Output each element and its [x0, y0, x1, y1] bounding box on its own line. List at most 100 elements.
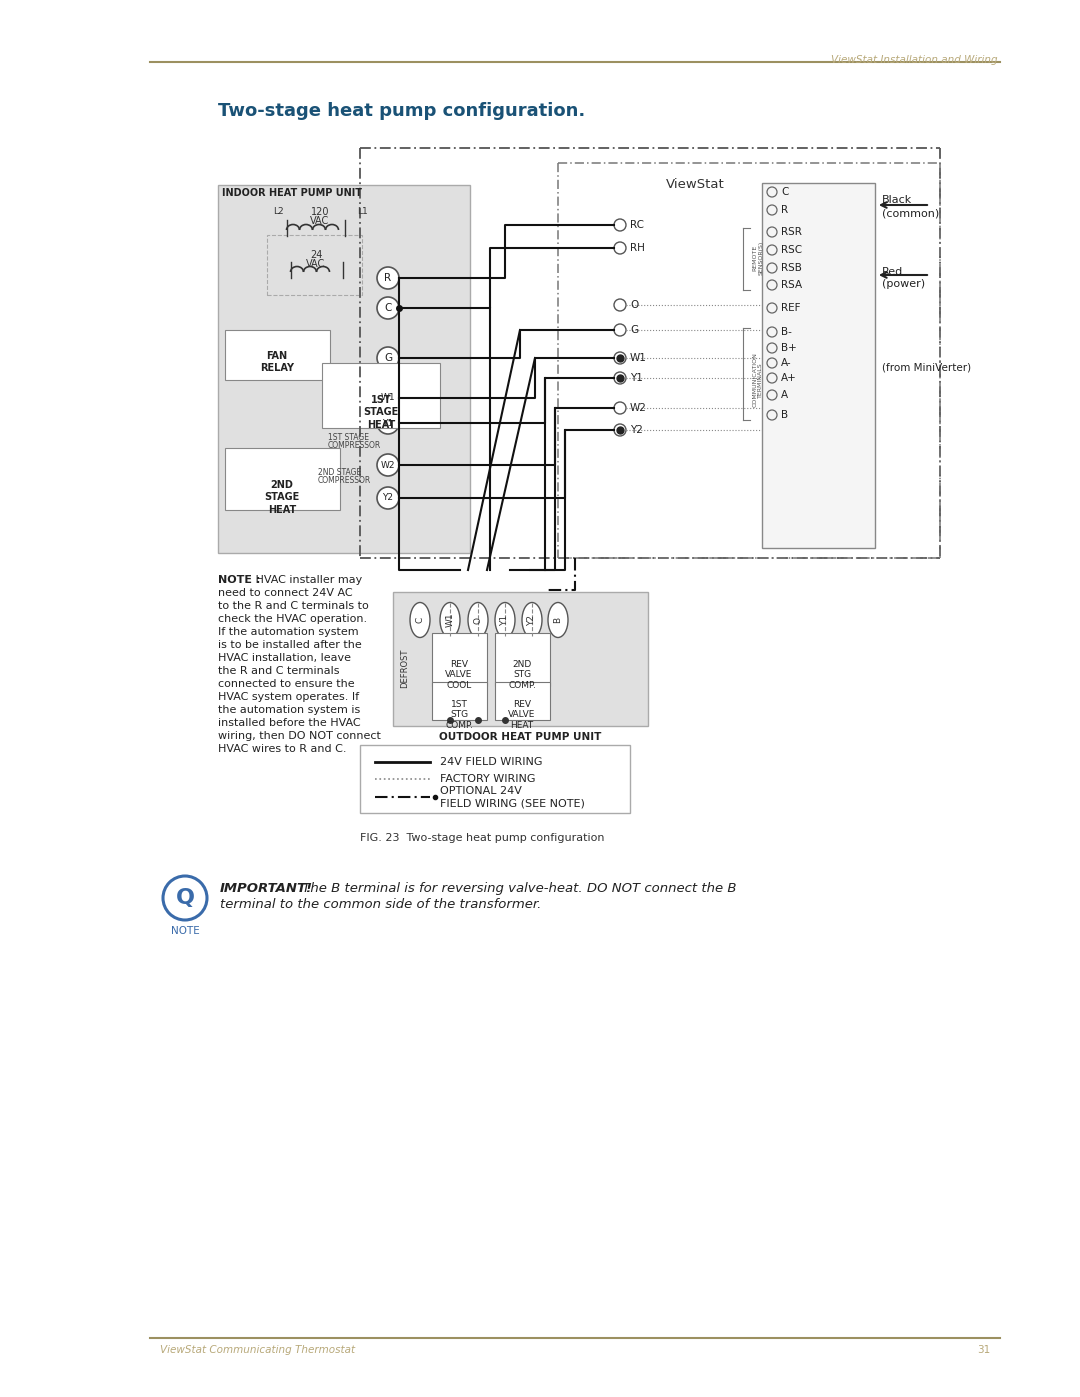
Text: OPTIONAL 24V
FIELD WIRING (SEE NOTE): OPTIONAL 24V FIELD WIRING (SEE NOTE)	[440, 785, 585, 809]
Text: NOTE :: NOTE :	[218, 576, 260, 585]
Bar	[360, 745, 630, 813]
Text: If the automation system: If the automation system	[218, 627, 359, 637]
Text: REV
VALVE
HEAT: REV VALVE HEAT	[509, 700, 536, 729]
Text: ViewStat: ViewStat	[665, 177, 725, 191]
Circle shape	[377, 387, 399, 409]
Text: HVAC system operates. If: HVAC system operates. If	[218, 692, 360, 703]
Text: REV
VALVE
COOL: REV VALVE COOL	[445, 659, 473, 690]
Circle shape	[615, 352, 626, 365]
Circle shape	[377, 412, 399, 434]
Text: W2: W2	[381, 461, 395, 469]
Ellipse shape	[440, 602, 460, 637]
Text: A+: A+	[781, 373, 797, 383]
Bar	[225, 330, 330, 380]
Text: Black: Black	[882, 196, 913, 205]
Text: O: O	[630, 300, 638, 310]
Text: Q: Q	[175, 888, 194, 908]
Text: Y2: Y2	[527, 615, 537, 626]
Text: G: G	[630, 326, 638, 335]
Text: 24: 24	[310, 250, 322, 260]
Text: ViewStat Communicating Thermostat: ViewStat Communicating Thermostat	[160, 1345, 355, 1355]
Text: check the HVAC operation.: check the HVAC operation.	[218, 615, 367, 624]
Text: W2: W2	[630, 402, 647, 414]
Text: RH: RH	[630, 243, 645, 253]
Text: wiring, then DO NOT connect: wiring, then DO NOT connect	[218, 731, 381, 740]
Bar	[393, 592, 648, 726]
Text: O: O	[473, 616, 483, 623]
Bar	[267, 235, 362, 295]
Circle shape	[377, 346, 399, 369]
Text: DEFROST: DEFROST	[401, 648, 409, 687]
Text: VAC: VAC	[310, 217, 329, 226]
Ellipse shape	[548, 602, 568, 637]
Circle shape	[615, 324, 626, 337]
Text: installed before the HVAC: installed before the HVAC	[218, 718, 361, 728]
Circle shape	[377, 454, 399, 476]
Text: RC: RC	[630, 219, 644, 231]
Circle shape	[615, 402, 626, 414]
Text: connected to ensure the: connected to ensure the	[218, 679, 354, 689]
Text: B: B	[781, 409, 788, 420]
Text: 2ND
STG
COMP.: 2ND STG COMP.	[508, 659, 536, 690]
Bar	[322, 363, 440, 427]
Ellipse shape	[522, 602, 542, 637]
Text: COMPRESSOR: COMPRESSOR	[318, 476, 372, 485]
Text: G: G	[383, 353, 392, 363]
Text: RSR: RSR	[781, 226, 801, 237]
Ellipse shape	[468, 602, 488, 637]
Text: B+: B+	[781, 344, 797, 353]
Circle shape	[615, 372, 626, 384]
Text: 1ST STAGE: 1ST STAGE	[328, 433, 369, 441]
Text: 1ST
STG
COMP.: 1ST STG COMP.	[445, 700, 473, 729]
Text: C: C	[781, 187, 788, 197]
Bar	[225, 448, 340, 510]
Text: W1: W1	[380, 394, 395, 402]
Text: (from MiniVerter): (from MiniVerter)	[882, 363, 971, 373]
Text: Y2: Y2	[630, 425, 643, 434]
Bar	[432, 682, 487, 719]
Text: 120: 120	[311, 207, 329, 217]
Text: L1: L1	[356, 207, 367, 217]
Text: Red: Red	[882, 267, 903, 277]
Text: the R and C terminals: the R and C terminals	[218, 666, 339, 676]
Text: COMPRESSOR: COMPRESSOR	[328, 441, 381, 450]
Text: B: B	[554, 617, 563, 623]
Bar	[432, 633, 487, 686]
Text: 2ND
STAGE
HEAT: 2ND STAGE HEAT	[265, 481, 299, 515]
Circle shape	[615, 242, 626, 254]
Text: RSC: RSC	[781, 244, 802, 256]
Text: FIG. 23  Two-stage heat pump configuration: FIG. 23 Two-stage heat pump configuratio…	[360, 833, 605, 842]
Text: the automation system is: the automation system is	[218, 705, 361, 715]
Bar	[495, 682, 550, 719]
Text: C: C	[384, 303, 392, 313]
Text: Y1: Y1	[630, 373, 643, 383]
Text: ViewStat Installation and Wiring: ViewStat Installation and Wiring	[832, 54, 998, 66]
Bar	[495, 633, 550, 686]
Text: 2ND STAGE: 2ND STAGE	[318, 468, 361, 476]
Bar	[762, 183, 875, 548]
Circle shape	[615, 299, 626, 312]
Text: HVAC installation, leave: HVAC installation, leave	[218, 652, 351, 664]
Text: need to connect 24V AC: need to connect 24V AC	[218, 588, 353, 598]
Text: INDOOR HEAT PUMP UNIT: INDOOR HEAT PUMP UNIT	[222, 189, 362, 198]
Text: W1: W1	[630, 353, 647, 363]
Text: 24V FIELD WIRING: 24V FIELD WIRING	[440, 757, 542, 767]
Circle shape	[615, 425, 626, 436]
Text: REF: REF	[781, 303, 800, 313]
Text: C: C	[416, 617, 424, 623]
Text: FAN
RELAY: FAN RELAY	[260, 351, 294, 373]
Text: B-: B-	[781, 327, 792, 337]
Ellipse shape	[495, 602, 515, 637]
Text: W1: W1	[446, 613, 455, 627]
Circle shape	[377, 298, 399, 319]
Bar	[218, 184, 470, 553]
Text: Two-stage heat pump configuration.: Two-stage heat pump configuration.	[218, 102, 585, 120]
Text: Y1: Y1	[500, 615, 510, 626]
Text: A: A	[781, 390, 788, 400]
Text: R: R	[384, 272, 392, 284]
Text: RSA: RSA	[781, 279, 802, 291]
Text: REMOTE
SENSOR(S): REMOTE SENSOR(S)	[753, 240, 764, 275]
Circle shape	[377, 267, 399, 289]
Text: Y2: Y2	[382, 493, 393, 503]
Text: (common): (common)	[882, 208, 940, 218]
